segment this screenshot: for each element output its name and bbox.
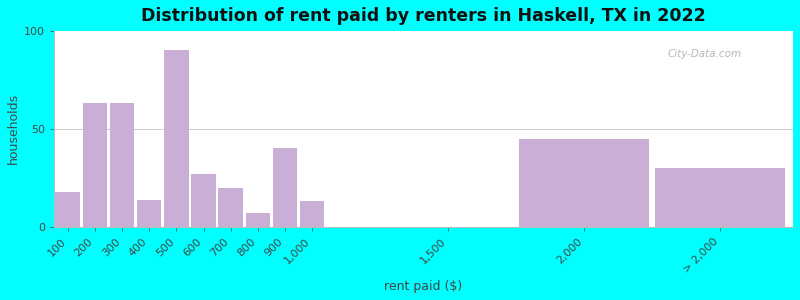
Bar: [273, 148, 298, 227]
Y-axis label: households: households: [7, 93, 20, 164]
Title: Distribution of rent paid by renters in Haskell, TX in 2022: Distribution of rent paid by renters in …: [142, 7, 706, 25]
Bar: [246, 213, 270, 227]
Bar: [164, 50, 189, 227]
Bar: [191, 174, 216, 227]
Text: City-Data.com: City-Data.com: [667, 49, 742, 59]
Bar: [137, 200, 162, 227]
Bar: [518, 139, 649, 227]
Bar: [82, 103, 107, 227]
Bar: [110, 103, 134, 227]
X-axis label: rent paid ($): rent paid ($): [385, 280, 462, 293]
Bar: [55, 192, 80, 227]
Bar: [654, 168, 785, 227]
Bar: [300, 202, 325, 227]
Bar: [218, 188, 243, 227]
